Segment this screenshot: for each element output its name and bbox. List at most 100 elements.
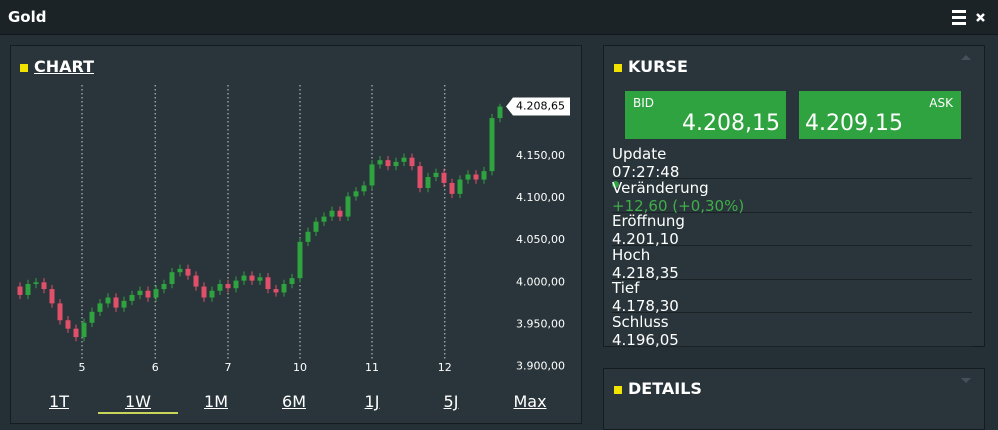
tab[interactable]: 6M — [282, 392, 306, 411]
candle-body — [169, 272, 175, 285]
candle-body — [289, 278, 295, 285]
row-value: 4.178,30 — [612, 297, 679, 315]
candle-body — [161, 284, 167, 290]
candle-body — [449, 182, 455, 194]
candle-body — [369, 164, 375, 186]
tab[interactable]: 1T — [49, 392, 69, 411]
x-tick-label: 11 — [365, 361, 379, 374]
y-tick-label: 4.100,00 — [516, 191, 565, 204]
candle-body — [465, 174, 471, 180]
status-dot — [612, 181, 619, 188]
chart-panel — [10, 45, 582, 424]
x-tick-label: 6 — [152, 361, 159, 374]
candle-body — [313, 221, 319, 232]
candle-body — [25, 284, 31, 295]
candle-body — [457, 179, 463, 194]
y-tick-label: 3.950,00 — [516, 317, 565, 330]
candle-body — [113, 297, 119, 308]
row-value: 4.218,35 — [612, 263, 679, 282]
chart-title: CHART — [34, 57, 95, 76]
candle-body — [441, 172, 447, 183]
candle-body — [329, 210, 335, 217]
candle-body — [257, 277, 263, 281]
window-title: Gold — [8, 8, 47, 26]
ask-box: ASK 4.209,15 — [799, 91, 961, 139]
candle-body — [353, 191, 359, 197]
y-tick-label: 4.000,00 — [516, 275, 565, 288]
candle-body — [217, 284, 223, 291]
candle-body — [89, 311, 95, 323]
quote-row: Schluss 4.196,05 — [612, 312, 972, 349]
details-title: DETAILS — [628, 379, 702, 398]
candle-body — [177, 268, 183, 273]
bid-label: BID — [633, 96, 655, 110]
candle-body — [361, 185, 367, 192]
x-tick-label: 7 — [225, 361, 232, 374]
candle-body — [241, 275, 247, 281]
candle-body — [425, 177, 431, 188]
row-value: 4.201,10 — [612, 230, 679, 248]
chart-header[interactable]: CHART — [20, 57, 94, 76]
quote-row: Hoch 4.218,35 — [612, 245, 972, 282]
y-tick-label: 4.150,00 — [516, 149, 565, 162]
row-label: Schluss — [612, 312, 669, 331]
window-controls[interactable] — [952, 9, 992, 27]
tab[interactable]: Max — [513, 392, 547, 411]
x-tick-label: 12 — [438, 361, 452, 374]
candle-body — [65, 320, 71, 329]
tab[interactable]: 1W — [125, 392, 151, 411]
details-header[interactable]: DETAILS — [614, 379, 702, 398]
candle-body — [17, 286, 23, 295]
last-price-label: 4.208,65 — [516, 100, 565, 113]
candle-body — [297, 241, 303, 279]
quote-row: Update 07:27:48 — [612, 145, 972, 188]
candle-body — [129, 294, 135, 301]
candle-body — [185, 268, 191, 276]
candle-body — [265, 277, 271, 290]
active-tab-underline — [98, 412, 178, 414]
candle-body — [209, 290, 215, 298]
row-label: Hoch — [612, 245, 651, 264]
candle-body — [473, 174, 479, 180]
candle-body — [377, 160, 383, 165]
row-label: Tief — [612, 279, 640, 297]
candle-body — [337, 210, 343, 217]
candle-body — [81, 322, 87, 338]
expand-icon[interactable] — [960, 377, 972, 385]
candle-body — [489, 118, 495, 172]
row-value: +12,60 (+0,30%) — [612, 196, 745, 215]
candle-body — [385, 160, 391, 167]
tab[interactable]: 5J — [443, 392, 459, 411]
row-label: Veränderung — [612, 178, 709, 197]
candle-body — [33, 282, 39, 285]
candle-body — [145, 290, 151, 298]
candle-body — [225, 284, 231, 289]
x-tick-label: 5 — [79, 361, 86, 374]
tab[interactable]: 1M — [204, 392, 228, 411]
candle-body — [273, 289, 279, 293]
candle-body — [497, 106, 503, 119]
quotes-title: KURSE — [628, 57, 688, 76]
last-price-tag — [506, 97, 570, 116]
collapse-icon[interactable] — [960, 54, 972, 62]
bid-box: BID 4.208,15 — [625, 91, 786, 139]
candle-body — [73, 328, 79, 338]
candle-body — [417, 166, 423, 188]
candle-body — [137, 290, 143, 295]
bid-value: 4.208,15 — [682, 111, 780, 136]
candle-body — [105, 297, 111, 304]
candle-body — [433, 172, 439, 178]
candle-body — [401, 157, 407, 162]
quote-row: Veränderung +12,60 (+0,30%) — [612, 178, 972, 215]
candle-body — [249, 275, 255, 281]
ask-label: ASK — [929, 96, 953, 110]
tab[interactable]: 1J — [364, 392, 380, 411]
candle-body — [193, 275, 199, 287]
candle-body — [97, 303, 103, 312]
y-tick-label: 4.050,00 — [516, 233, 565, 246]
candle-body — [481, 171, 487, 180]
title-bar: Gold — [0, 0, 998, 35]
quote-row: Eröffnung 4.201,10 — [612, 212, 972, 248]
candle-body — [57, 303, 63, 321]
candle-body — [41, 282, 47, 290]
